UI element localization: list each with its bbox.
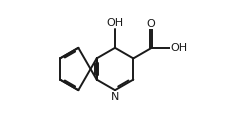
Text: OH: OH <box>106 18 123 28</box>
Text: O: O <box>146 19 154 29</box>
Text: OH: OH <box>169 43 186 53</box>
Text: N: N <box>110 91 119 102</box>
